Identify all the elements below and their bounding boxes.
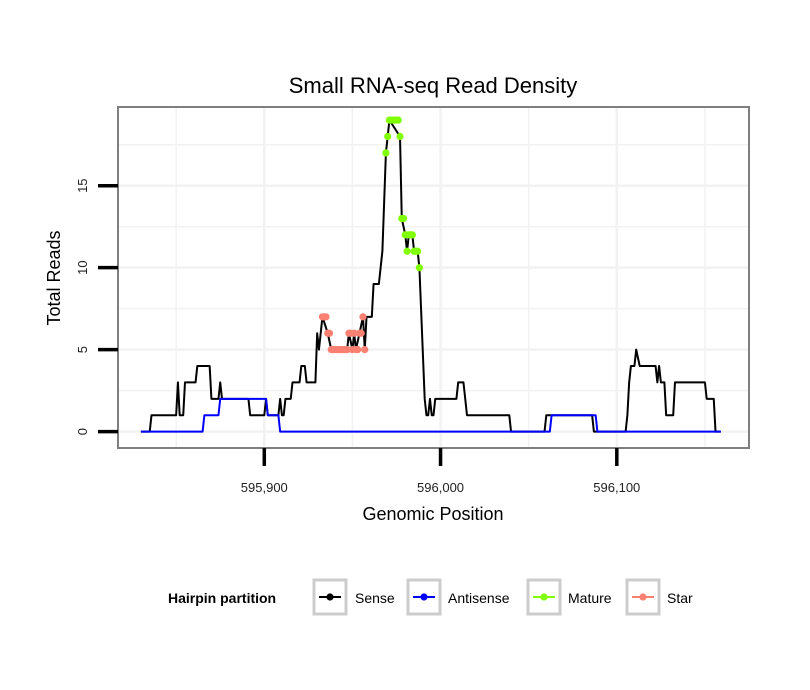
- data-point-mature: [408, 231, 416, 239]
- legend-key-point-star: [639, 593, 647, 601]
- plot-panel: [117, 106, 750, 449]
- y-axis: 0 5 10 15: [75, 178, 118, 435]
- data-point-star: [325, 329, 334, 337]
- data-point-mature: [394, 116, 402, 124]
- y-tick-label: 5: [75, 346, 90, 353]
- series-line-sense: [140, 119, 721, 433]
- legend-key-point-antisense: [420, 593, 428, 601]
- legend-title: Hairpin partition: [168, 590, 276, 606]
- legend-label-star: Star: [667, 590, 693, 606]
- x-axis-title: Genomic Position: [362, 504, 503, 524]
- data-point-star: [350, 329, 358, 337]
- data-point-star: [322, 313, 330, 321]
- legend-key-point-mature: [540, 593, 548, 601]
- series-line-antisense: [140, 397, 721, 433]
- data-point-mature: [403, 247, 411, 255]
- x-tick-label: 595,900: [241, 480, 288, 495]
- y-tick-label: 0: [75, 428, 90, 435]
- data-point-mature: [414, 247, 422, 255]
- legend-label-mature: Mature: [568, 590, 612, 606]
- data-point-star: [354, 346, 362, 354]
- data-point-mature: [384, 132, 392, 141]
- data-point-mature: [399, 214, 408, 223]
- data-point-mature: [382, 149, 390, 157]
- legend: Hairpin partition Sense Antisense Mature St…: [168, 578, 693, 616]
- series-layer: [140, 116, 721, 433]
- data-point-star: [361, 346, 369, 354]
- legend-label-antisense: Antisense: [448, 590, 510, 606]
- legend-label-sense: Sense: [355, 590, 395, 606]
- data-point-star: [343, 346, 351, 354]
- data-point-mature: [415, 264, 423, 272]
- y-tick-label: 10: [75, 260, 90, 274]
- grid-lines: [119, 108, 748, 447]
- x-tick-label: 596,100: [593, 480, 640, 495]
- x-axis: 595,900 596,000 596,100: [241, 448, 640, 495]
- data-point-mature: [396, 132, 404, 141]
- data-point-star: [357, 329, 365, 337]
- legend-key-point-sense: [326, 593, 334, 601]
- y-tick-label: 15: [75, 178, 90, 192]
- x-tick-label: 596,000: [417, 480, 464, 495]
- chart-title: Small RNA-seq Read Density: [289, 73, 578, 98]
- y-axis-title: Total Reads: [44, 230, 64, 325]
- data-point-star: [359, 313, 367, 321]
